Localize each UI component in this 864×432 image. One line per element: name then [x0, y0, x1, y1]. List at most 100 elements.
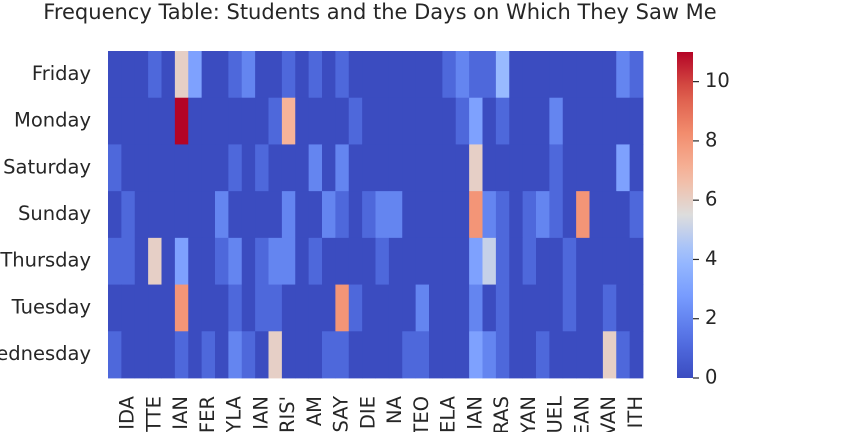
heatmap-cell: [241, 51, 256, 99]
heatmap-cell: [348, 331, 363, 379]
heatmap-cell: [322, 144, 336, 192]
heatmap-cell: [562, 237, 577, 285]
heatmap-cell: [482, 51, 497, 99]
heatmap-cell: [228, 331, 243, 379]
heatmap-cell: [429, 51, 443, 99]
heatmap-cell: [616, 284, 631, 332]
heatmap-cell: [241, 331, 256, 379]
heatmap-cell: [268, 191, 283, 239]
heatmap-cell: [308, 51, 323, 99]
colorbar-tick-label: 0: [705, 366, 717, 389]
heatmap-cell: [241, 237, 256, 285]
heatmap-cell: [255, 97, 269, 145]
heatmap-cell: [375, 237, 390, 285]
heatmap-cell: [602, 331, 617, 379]
heatmap-cell: [161, 51, 176, 99]
heatmap-cell: [134, 97, 149, 145]
heatmap-cell: [495, 284, 510, 332]
heatmap-cell: [629, 97, 644, 145]
heatmap-cell: [268, 237, 283, 285]
heatmap-cell: [549, 51, 564, 99]
heatmap-cells: [108, 51, 644, 379]
heatmap-cell: [388, 51, 403, 99]
heatmap-cell: [174, 331, 189, 379]
heatmap-cell: [455, 331, 470, 379]
heatmap-cell: [148, 331, 162, 379]
heatmap-cell: [362, 144, 376, 192]
heatmap-cell: [335, 237, 350, 285]
heatmap-cell: [616, 237, 631, 285]
heatmap-cell: [469, 331, 483, 379]
heatmap-cell: [375, 331, 390, 379]
heatmap-cell: [509, 97, 524, 145]
heatmap-cell: [562, 284, 577, 332]
heatmap-cell: [121, 144, 136, 192]
column-label: SAY: [330, 396, 353, 432]
heatmap-cell: [469, 237, 483, 285]
heatmap-cell: [455, 191, 470, 239]
heatmap-cell: [255, 191, 269, 239]
heatmap-cell: [576, 331, 590, 379]
heatmap-cell: [188, 51, 203, 99]
heatmap-cell: [629, 331, 644, 379]
heatmap-cell: [415, 284, 430, 332]
heatmap-cell: [442, 191, 457, 239]
heatmap-cell: [482, 144, 497, 192]
heatmap-cell: [616, 191, 631, 239]
heatmap-cell: [442, 97, 457, 145]
heatmap-cell: [629, 237, 644, 285]
column-label: YLA: [223, 395, 246, 432]
column-label: YAN: [517, 396, 540, 432]
heatmap-cell: [188, 284, 203, 332]
heatmap-cell: [549, 191, 564, 239]
heatmap-cell: [388, 237, 403, 285]
heatmap-cell: [562, 97, 577, 145]
heatmap-cell: [335, 51, 350, 99]
heatmap-cell: [228, 237, 243, 285]
row-label: Saturday: [3, 155, 91, 178]
heatmap-cell: [308, 331, 323, 379]
heatmap-cell: [562, 51, 577, 99]
heatmap-cell: [415, 237, 430, 285]
heatmap-cell: [388, 144, 403, 192]
colorbar-tick-label: 2: [705, 306, 717, 329]
column-label: ITH: [624, 396, 647, 428]
heatmap-cell: [576, 284, 590, 332]
heatmap-cell: [482, 331, 497, 379]
heatmap-cell: [281, 51, 296, 99]
column-label: AM: [303, 396, 326, 426]
heatmap-cell: [629, 284, 644, 332]
heatmap-cell: [121, 331, 136, 379]
heatmap-cell: [402, 51, 417, 99]
heatmap-cell: [295, 284, 310, 332]
heatmap-cell: [201, 144, 216, 192]
heatmap-cell: [268, 51, 283, 99]
heatmap-cell: [429, 191, 443, 239]
heatmap-cell: [469, 284, 483, 332]
heatmap-cell: [362, 97, 376, 145]
heatmap-cell: [455, 284, 470, 332]
heatmap-cell: [174, 284, 189, 332]
heatmap-cell: [522, 144, 537, 192]
heatmap-cell: [602, 97, 617, 145]
heatmap-cell: [509, 284, 524, 332]
heatmap-cell: [215, 237, 229, 285]
heatmap-cell: [495, 51, 510, 99]
heatmap-cell: [388, 331, 403, 379]
heatmap-cell: [335, 331, 350, 379]
heatmap-cell: [322, 51, 336, 99]
heatmap-cell: [215, 97, 229, 145]
heatmap-cell: [629, 144, 644, 192]
heatmap-cell: [629, 191, 644, 239]
heatmap-cell: [148, 284, 162, 332]
heatmap-cell: [121, 237, 136, 285]
heatmap-cell: [536, 331, 550, 379]
heatmap-cell: [188, 237, 203, 285]
colorbar-tick-label: 4: [705, 247, 717, 270]
column-label: VAN: [597, 396, 620, 432]
heatmap-cell: [522, 191, 537, 239]
heatmap-cell: [295, 331, 310, 379]
heatmap-cell: [188, 144, 203, 192]
heatmap-cell: [509, 237, 524, 285]
